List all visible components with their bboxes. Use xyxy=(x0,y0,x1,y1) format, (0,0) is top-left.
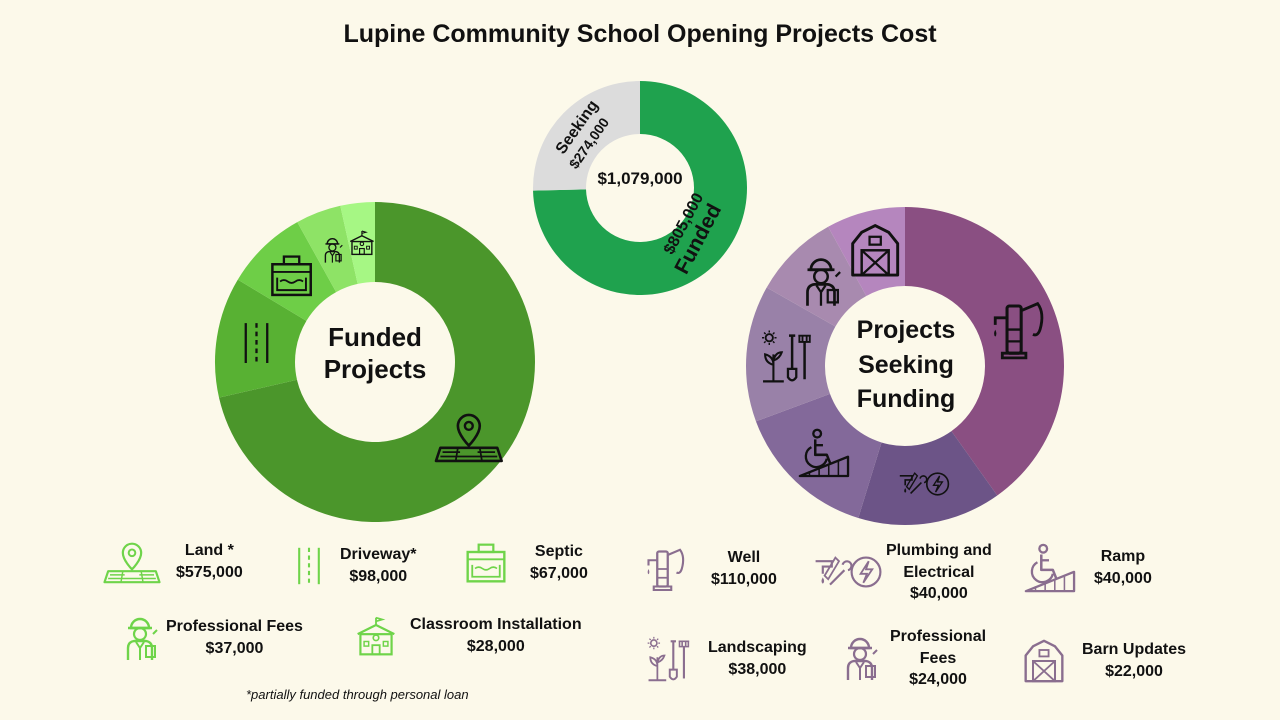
legend-value: $38,000 xyxy=(728,661,787,678)
school-icon xyxy=(354,615,398,657)
legend-well: Well $110,000 xyxy=(645,544,777,594)
worker-icon xyxy=(840,634,880,682)
legend-plumbing-electrical: Plumbing and Electrical $40,000 xyxy=(812,540,992,605)
slice-classroom-installation xyxy=(340,202,375,284)
legend-label-line-1: Professional xyxy=(890,628,987,645)
map-pin-icon xyxy=(102,540,162,584)
legend-label: Classroom Installation xyxy=(410,616,582,633)
legend-value: $28,000 xyxy=(466,637,525,655)
legend-septic: Septic $67,000 xyxy=(464,540,588,586)
legend-value: $575,000 xyxy=(176,564,243,581)
legend-label: Landscaping xyxy=(708,639,807,657)
legend-land: Land * $575,000 xyxy=(102,540,243,584)
seeking-center-label: Projects Seeking Funding xyxy=(826,313,986,417)
seeking-center-line-2: Seeking xyxy=(858,350,954,379)
road-icon xyxy=(294,545,324,587)
total-center-label: $1,079,000 xyxy=(597,169,683,188)
worker-icon xyxy=(120,614,160,662)
footnote: *partially funded through personal loan xyxy=(246,687,469,702)
chart-title: Lupine Community School Opening Projects… xyxy=(343,20,937,48)
legend-barn-updates: Barn Updates $22,000 xyxy=(1022,639,1186,683)
legend-value: $22,000 xyxy=(1105,663,1163,680)
funded-projects-donut xyxy=(214,202,536,522)
slice-driveway xyxy=(214,279,307,398)
legend-driveway: Driveway* $98,000 xyxy=(294,544,417,587)
barn-icon xyxy=(1022,639,1066,683)
legend-label: Ramp xyxy=(1100,548,1146,566)
legend-label: Land * xyxy=(184,542,234,560)
legend-label: Driveway* xyxy=(340,546,417,563)
seeking-funding-donut xyxy=(746,207,1064,525)
slice-landscaping xyxy=(746,287,836,422)
legend-ramp: Ramp $40,000 xyxy=(1022,542,1152,594)
legend-professional-fees: Professional Fees $37,000 xyxy=(120,614,303,662)
seeking-center-line-3: Funding xyxy=(856,385,956,413)
legend-label-line-2: Electrical xyxy=(903,563,975,581)
seeking-center-line-1: Projects xyxy=(856,316,956,344)
septic-tank-icon xyxy=(464,540,508,586)
slice-well xyxy=(905,207,1064,496)
legend-classroom-installation: Classroom Installation $28,000 xyxy=(354,614,582,657)
slice-land xyxy=(219,202,536,522)
landscaping-tools-icon xyxy=(645,636,691,682)
funded-center-line-2: Projects xyxy=(323,353,427,384)
legend-landscaping: Landscaping $38,000 xyxy=(645,636,807,682)
slice-seeking xyxy=(533,80,640,191)
water-pump-icon xyxy=(645,544,687,594)
legend-value: $67,000 xyxy=(530,565,588,582)
wheelchair-ramp-icon xyxy=(1022,542,1076,594)
legend-label: Septic xyxy=(534,543,583,561)
legend-value: $37,000 xyxy=(205,640,264,657)
funded-center-line-1: Funded xyxy=(328,322,422,352)
legend-value: $110,000 xyxy=(711,571,777,588)
legend-label: Well xyxy=(727,549,761,567)
legend-value: $98,000 xyxy=(349,567,408,585)
legend-value: $40,000 xyxy=(909,585,968,603)
legend-label-line-1: Plumbing and xyxy=(886,542,992,559)
slice-professional-fees xyxy=(766,226,867,327)
legend-label: Barn Updates xyxy=(1082,641,1187,659)
legend-professional-fees-seeking: Professional Fees $24,000 xyxy=(840,626,986,691)
legend-label-line-2: Fees xyxy=(919,649,957,667)
legend-label: Professional Fees xyxy=(166,618,303,636)
slice-funded xyxy=(533,81,748,295)
plumbing-electrical-icon xyxy=(812,552,884,592)
legend-value: $24,000 xyxy=(909,671,967,689)
legend-value: $40,000 xyxy=(1094,570,1152,587)
slice-professional-fees xyxy=(297,205,358,293)
funded-center-label: Funded Projects xyxy=(296,322,454,385)
